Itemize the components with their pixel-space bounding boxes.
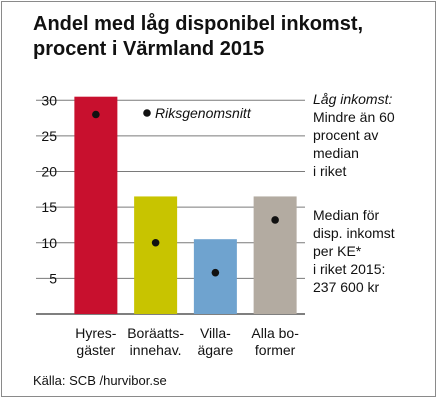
low-income-line-5: i riket — [313, 163, 347, 179]
median-line-2: disp. inkomst — [313, 225, 395, 241]
median-line-3: per KE* — [313, 243, 362, 259]
median-line-1: Median för — [313, 207, 380, 223]
median-line-5: 237 600 kr — [313, 279, 380, 295]
bar — [134, 196, 178, 314]
title-line-2: procent i Värmland 2015 — [33, 38, 265, 60]
low-income-note: Låg inkomst: Mindre än 60 procent av med… — [313, 90, 433, 180]
bars — [74, 96, 297, 314]
x-tick-label: Alla bo- — [251, 325, 299, 341]
y-tick-label: 15 — [41, 199, 57, 215]
low-income-line-4: median — [313, 145, 359, 161]
x-tick-label: ägare — [197, 342, 233, 358]
legend-label: Riksgenomsnitt — [155, 105, 252, 121]
y-tick-label: 10 — [41, 235, 57, 251]
reference-dot — [92, 110, 100, 119]
x-tick-label: Villa- — [200, 325, 231, 341]
chart-title: Andel med låg disponibel inkomst, procen… — [33, 12, 433, 62]
low-income-heading: Låg inkomst: — [313, 91, 393, 107]
title-line-1: Andel med låg disponibel inkomst, — [33, 13, 364, 35]
low-income-line-3: procent av — [313, 127, 379, 143]
median-note: Median för disp. inkomst per KE* i riket… — [313, 206, 433, 296]
y-tick-label: 5 — [49, 270, 57, 286]
x-tick-label: gäster — [76, 342, 115, 358]
median-line-4: i riket 2015: — [313, 261, 386, 277]
reference-dot — [151, 238, 160, 247]
y-tick-label: 20 — [41, 164, 57, 180]
low-income-line-2: Mindre än 60 — [313, 109, 395, 125]
y-tick-label: 30 — [41, 92, 57, 108]
bar — [253, 196, 297, 314]
source-note: Källa: SCB /hurvibor.se — [33, 373, 167, 388]
x-tick-label: innehav. — [130, 342, 182, 358]
legend-dot-icon — [143, 109, 151, 117]
y-tick-label: 25 — [41, 128, 57, 144]
x-tick-label: former — [255, 342, 296, 358]
y-axis-ticks: 5 10 15 20 25 30 — [41, 92, 57, 286]
bar — [193, 239, 237, 314]
reference-dot — [271, 216, 279, 224]
x-tick-label: Hyres- — [75, 325, 117, 341]
x-tick-label: Boräatts- — [127, 325, 184, 341]
legend: Riksgenomsnitt — [143, 105, 252, 121]
bar — [74, 96, 118, 314]
reference-dots — [92, 110, 279, 277]
x-axis-labels: Hyres-gäster Boräatts-innehav. Villa-ägare… — [75, 325, 299, 358]
reference-dot — [211, 268, 220, 277]
